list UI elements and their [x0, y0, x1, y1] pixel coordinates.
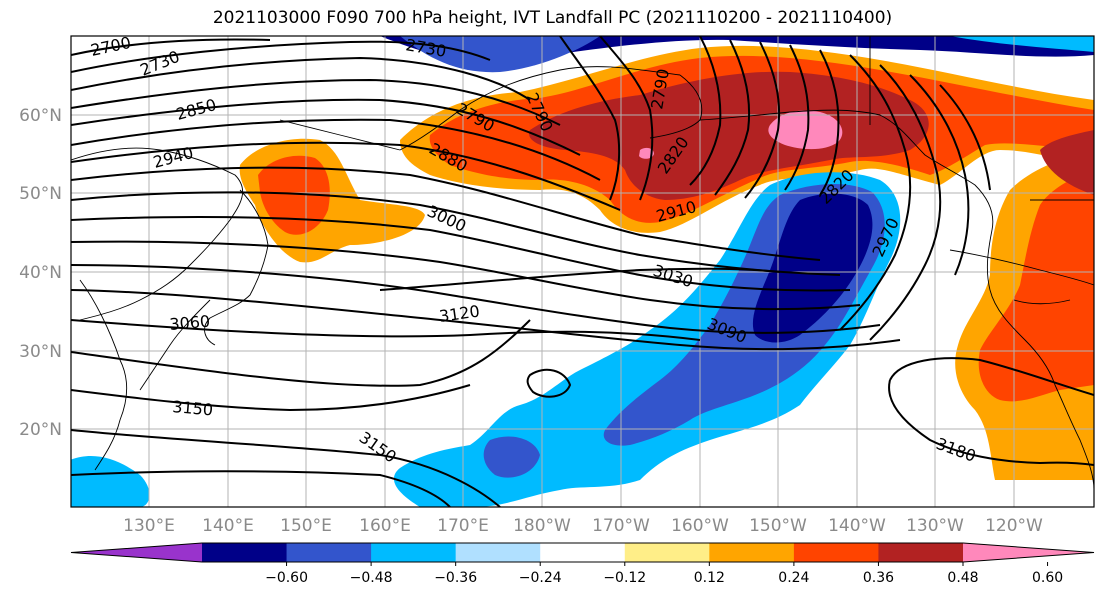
- colorbar: −0.60 −0.48 −0.36 −0.24 −0.12 0.12 0.24 0.36 0.4…: [70, 542, 1095, 586]
- lat-label: 40°N: [19, 263, 62, 283]
- colorbar-segment: [202, 543, 288, 562]
- colorbar-tick-label: −0.60: [265, 570, 308, 586]
- lon-label: 150°E: [280, 516, 332, 536]
- colorbar-segment: [793, 543, 879, 562]
- map-title: 2021103000 F090 700 hPa height, IVT Land…: [212, 8, 893, 28]
- colorbar-tick-label: 0.60: [1032, 570, 1063, 586]
- ivt-band-pink: [768, 110, 843, 150]
- graticule: [71, 36, 1094, 507]
- colorbar-tick-label: −0.12: [603, 570, 646, 586]
- ivt-negative-top-lightblue: [950, 36, 1094, 52]
- ivt-negative-top-blue: [400, 36, 600, 73]
- colorbar-segment: [540, 543, 626, 562]
- colorbar-extend-min: [71, 543, 202, 562]
- lon-label: 140°E: [202, 516, 254, 536]
- colorbar-tick-label: 0.48: [947, 570, 978, 586]
- ivt-coast-darkred: [1040, 130, 1094, 195]
- ivt-negative-blue-2: [483, 436, 540, 478]
- ivt-negative-darkblue: [752, 193, 873, 343]
- colorbar-tick-label: 0.24: [778, 570, 809, 586]
- lat-label: 20°N: [19, 420, 62, 440]
- lon-label: 120°W: [985, 516, 1043, 536]
- ivt-negative-lightblue-2: [71, 456, 150, 507]
- colorbar-tick-label: −0.36: [434, 570, 477, 586]
- height-contours: [71, 36, 1094, 507]
- lon-label: 170°W: [592, 516, 650, 536]
- colorbar-segment: [371, 543, 457, 562]
- lon-label: 180°W: [513, 516, 571, 536]
- colorbar-segment: [286, 543, 372, 562]
- colorbar-segment: [624, 543, 710, 562]
- lat-label: 30°N: [19, 342, 62, 362]
- colorbar-extend-max: [963, 543, 1094, 562]
- latitude-labels: 60°N 50°N 40°N 30°N 20°N: [19, 106, 62, 440]
- contour-labels: 2700 2730 2730 2850 2790 2790 2790 2880 …: [89, 33, 979, 467]
- ivt-shading: [71, 36, 1094, 507]
- lon-label: 130°E: [123, 516, 175, 536]
- colorbar-tick-label: −0.48: [350, 570, 393, 586]
- contour-label: 3150: [172, 397, 214, 419]
- lat-label: 50°N: [19, 184, 62, 204]
- colorbar-segment: [709, 543, 795, 562]
- colorbar-tick-label: 0.36: [863, 570, 894, 586]
- colorbar-segment: [878, 543, 964, 562]
- lat-label: 60°N: [19, 106, 62, 126]
- lon-label: 150°W: [749, 516, 807, 536]
- lon-label: 160°E: [359, 516, 411, 536]
- ivt-coast-red: [978, 170, 1094, 402]
- colorbar-segment: [455, 543, 541, 562]
- lon-label: 160°W: [671, 516, 729, 536]
- contour-label: 3060: [169, 312, 211, 334]
- lon-label: 140°W: [828, 516, 886, 536]
- longitude-labels: 130°E 140°E 150°E 160°E 170°E 180°W 170°…: [123, 516, 1043, 536]
- map-frame: [70, 35, 1095, 508]
- colorbar-outline: [70, 542, 1095, 563]
- lon-label: 170°E: [437, 516, 489, 536]
- ivt-band-darkred: [529, 71, 929, 201]
- ivt-japan-red: [258, 155, 330, 235]
- lon-label: 130°W: [906, 516, 964, 536]
- colorbar-tick-label: 0.12: [694, 570, 725, 586]
- coastlines: [71, 36, 1094, 491]
- colorbar-tick-label: −0.24: [519, 570, 562, 586]
